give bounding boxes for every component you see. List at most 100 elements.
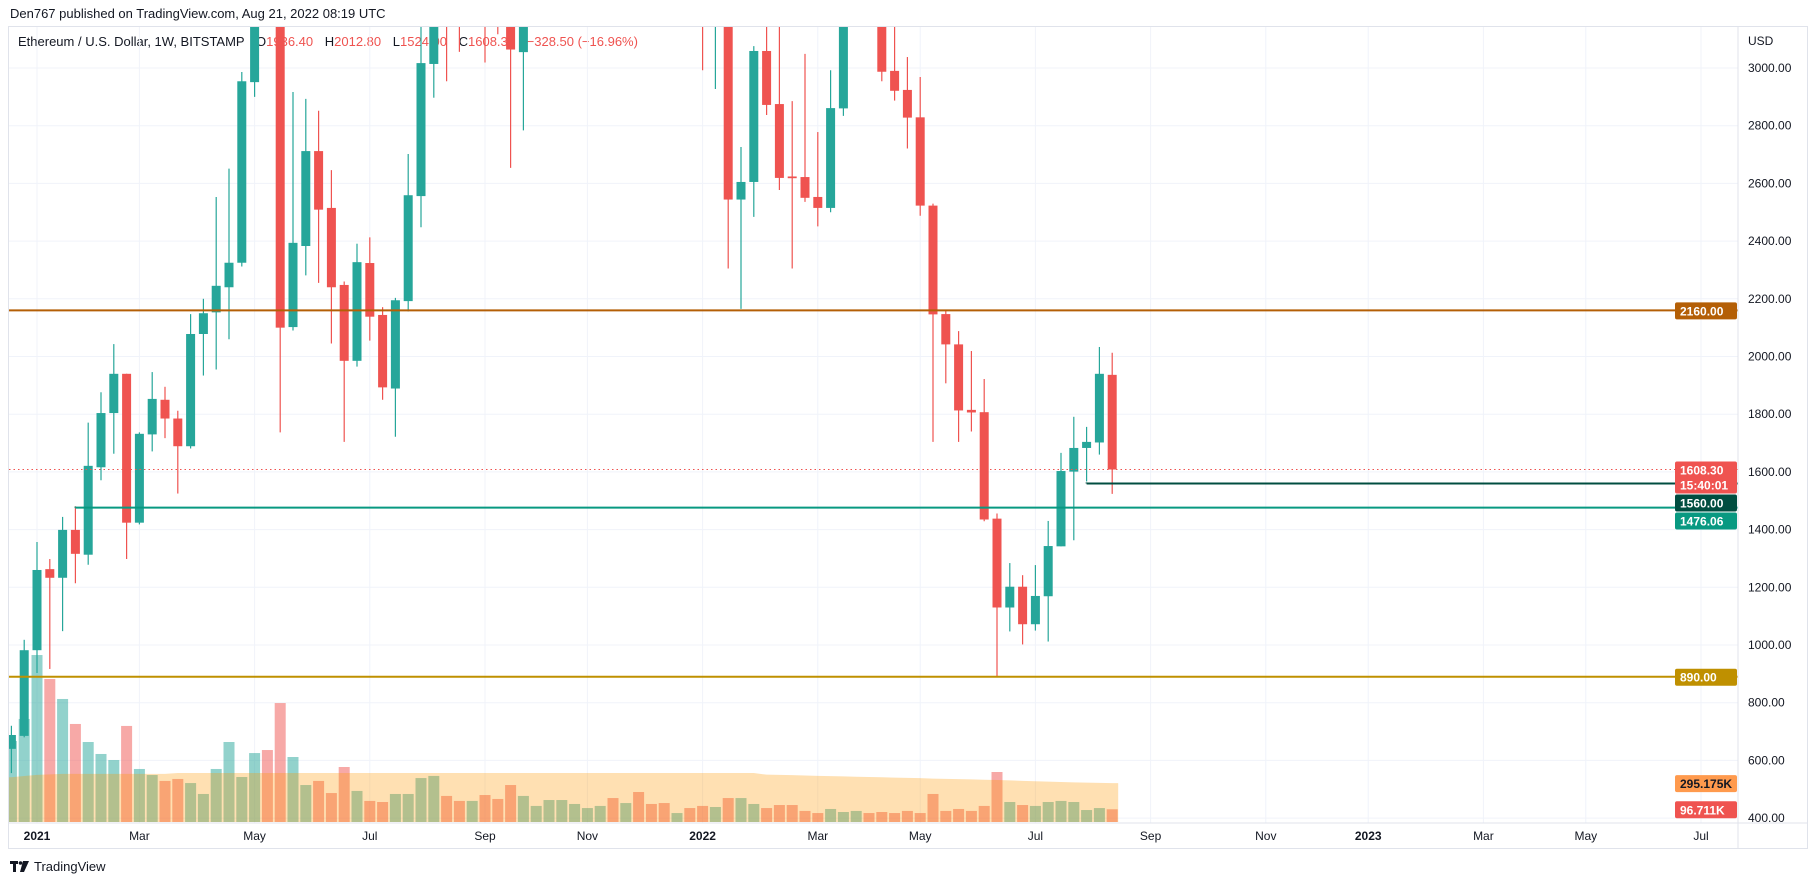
volume-bar	[31, 655, 43, 822]
tag-text: 2160.00	[1680, 304, 1724, 318]
volume-bar	[658, 803, 670, 822]
time-tick-label: Jul	[1693, 829, 1708, 843]
volume-bar	[377, 802, 389, 822]
candle	[109, 344, 119, 454]
candle	[429, 27, 439, 98]
price-tick-label: 1800.00	[1748, 407, 1792, 421]
volume-bar	[338, 767, 350, 822]
candle	[275, 27, 285, 433]
volume-bar	[402, 793, 414, 822]
candle	[762, 27, 772, 116]
candle-body	[378, 314, 388, 388]
candle	[70, 506, 80, 584]
volume-bar	[389, 793, 401, 822]
candle-body	[442, 0, 451, 3]
candle-body	[109, 373, 119, 414]
volume-bar	[1055, 800, 1067, 822]
volume-bar	[684, 808, 696, 822]
candle	[800, 53, 810, 202]
candle	[458, 27, 460, 52]
candle-body	[1056, 471, 1066, 547]
volume-bar	[210, 768, 222, 822]
volume-bar	[786, 805, 798, 822]
candle	[966, 351, 976, 432]
candle	[198, 298, 208, 376]
volume-bar	[1068, 802, 1080, 822]
candle-body	[58, 529, 68, 578]
volume-bar	[965, 810, 977, 822]
volume-bar	[799, 810, 811, 822]
volume-bar	[133, 768, 145, 822]
volume-tag: 96.711K	[1675, 801, 1737, 819]
time-tick-label: Nov	[577, 829, 598, 843]
candle-body	[122, 373, 132, 523]
candle-body	[826, 108, 836, 208]
candle-body	[237, 81, 247, 263]
candle	[902, 57, 912, 149]
volume-bar	[709, 807, 721, 822]
volume-bar	[940, 810, 952, 822]
time-tick-label: Sep	[474, 829, 496, 843]
candle-body	[45, 569, 55, 578]
tag-background	[1675, 512, 1737, 530]
candle	[749, 46, 759, 217]
candle-body	[1094, 373, 1104, 443]
tag-text: 1476.06	[1680, 515, 1724, 529]
price-tick-label: 2800.00	[1748, 119, 1792, 133]
candle	[1005, 563, 1015, 632]
candle	[250, 27, 260, 97]
volume-bar	[633, 792, 645, 822]
candle	[224, 168, 234, 340]
volume-bar	[57, 698, 69, 822]
time-tick-label: Jul	[1028, 829, 1043, 843]
volume-bar	[1042, 802, 1054, 822]
close-value: 1608.30	[468, 34, 516, 49]
candle-body	[147, 398, 157, 435]
candle	[774, 27, 784, 191]
candle-body	[749, 50, 759, 182]
candle	[301, 98, 311, 276]
volume-bar	[69, 723, 81, 822]
candle-body	[787, 176, 797, 179]
candle-body	[96, 413, 106, 468]
level-price-tag: 2160.00	[1675, 302, 1737, 320]
volume-bar	[914, 813, 926, 822]
price-axis[interactable]: USD 400.00 600.00 800.00 1000.00 1200.00 1400.…	[1748, 34, 1792, 825]
volume-bar	[620, 803, 632, 822]
candle-body	[736, 181, 746, 200]
volume-bar	[82, 742, 94, 822]
chart-legend: Ethereum / U.S. Dollar, 1W, BITSTAMP O19…	[18, 34, 638, 49]
candle-body	[70, 529, 80, 554]
time-axis[interactable]: 2021 Mar May Jul Sep Nov 2022 Mar May Jul Sep Nov 20…	[24, 829, 1709, 843]
volume-bar	[773, 805, 785, 822]
candle	[83, 422, 93, 565]
volume-bar	[1081, 810, 1093, 822]
candle	[1030, 565, 1040, 631]
candle-body	[928, 205, 938, 315]
volume-bar	[1106, 809, 1118, 822]
candle-body	[723, 27, 733, 200]
volume-bar	[556, 800, 568, 822]
candle	[314, 110, 324, 283]
price-tick-label: 1000.00	[1748, 638, 1792, 652]
candle	[96, 392, 106, 481]
candle	[865, 0, 874, 10]
tag-background	[1675, 461, 1737, 494]
candle-body	[1069, 447, 1079, 472]
volume-bar	[505, 785, 517, 822]
tag-background	[1675, 302, 1737, 320]
level-price-tag: 890.00	[1675, 668, 1737, 686]
candle	[160, 386, 170, 439]
candle-body	[390, 300, 400, 389]
candle	[237, 72, 247, 267]
candle-body	[838, 27, 848, 109]
candle-body	[1005, 586, 1015, 608]
volume-bar	[223, 742, 235, 822]
horizontal-levels[interactable]	[9, 309, 1738, 678]
candle	[326, 170, 336, 344]
candle-body	[698, 0, 707, 25]
volume-bar	[569, 803, 581, 822]
candle-body	[954, 344, 964, 411]
